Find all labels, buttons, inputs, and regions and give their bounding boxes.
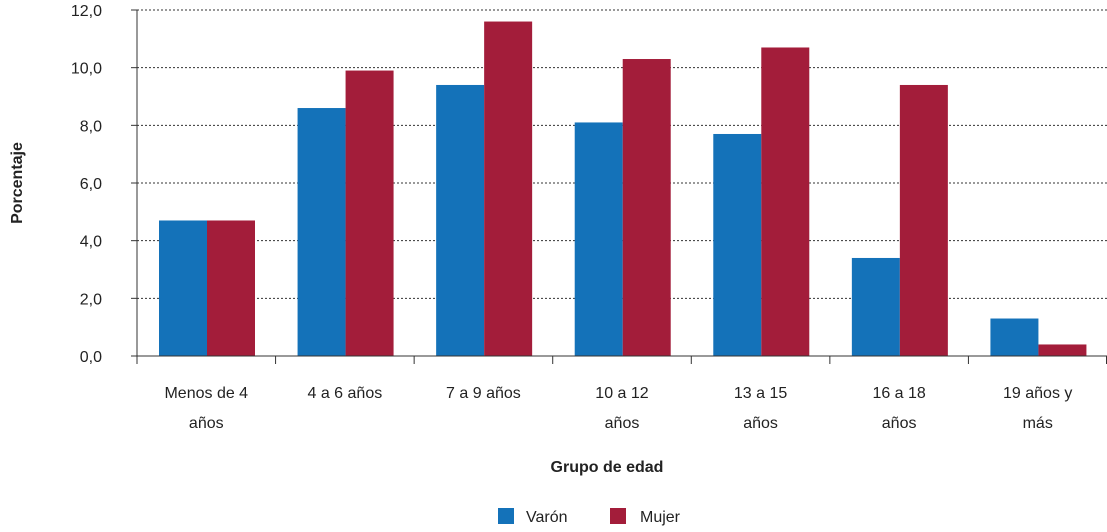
x-tick-label: 10 a 12 años bbox=[595, 385, 648, 432]
y-tick-label: 12,0 bbox=[71, 3, 102, 20]
bar-mujer bbox=[207, 220, 255, 356]
x-tick-label: 7 a 9 años bbox=[446, 385, 521, 402]
y-tick-label: 0,0 bbox=[80, 349, 102, 366]
bar-mujer bbox=[1038, 344, 1087, 356]
y-tick-label: 4,0 bbox=[80, 234, 102, 251]
bars bbox=[159, 21, 1087, 357]
x-tick-label: 19 años y más bbox=[1003, 385, 1072, 432]
x-tick-label: 13 a 15 años bbox=[734, 385, 787, 432]
x-tick-labels: Menos de 4 años 4 a 6 años 7 a 9 años 10 a 1… bbox=[164, 385, 1072, 432]
legend-swatch-mujer bbox=[610, 508, 626, 524]
y-tick-label: 6,0 bbox=[80, 176, 102, 193]
bar-mujer bbox=[622, 59, 671, 357]
bar-mujer bbox=[484, 21, 533, 357]
bar-mujer bbox=[761, 47, 810, 356]
y-tick-labels: 0,0 2,0 4,0 6,0 8,0 10,0 12,0 bbox=[71, 3, 102, 366]
bar-varon bbox=[990, 318, 1039, 356]
x-axis-title: Grupo de edad bbox=[551, 459, 664, 476]
bar-varon bbox=[297, 108, 346, 357]
bar-varon bbox=[159, 220, 207, 356]
bar-mujer bbox=[345, 70, 394, 357]
bar-varon bbox=[574, 122, 623, 356]
x-tick-label: 4 a 6 años bbox=[307, 385, 382, 402]
legend-label-mujer: Mujer bbox=[640, 509, 681, 526]
bar-varon bbox=[436, 84, 485, 356]
legend-label-varon: Varón bbox=[526, 509, 568, 526]
y-axis-title: Porcentaje bbox=[9, 142, 26, 224]
x-tick-label: 16 a 18 años bbox=[872, 385, 925, 432]
legend-swatch-varon bbox=[498, 508, 514, 524]
bar-varon bbox=[851, 257, 900, 356]
bar-varon bbox=[713, 133, 762, 356]
y-tick-label: 8,0 bbox=[80, 118, 102, 135]
bar-mujer bbox=[899, 84, 948, 356]
y-tick-label: 2,0 bbox=[80, 291, 102, 308]
legend: Varón Mujer bbox=[498, 508, 681, 526]
y-tick-label: 10,0 bbox=[71, 61, 102, 78]
x-tick-label: Menos de 4 años bbox=[164, 385, 248, 432]
